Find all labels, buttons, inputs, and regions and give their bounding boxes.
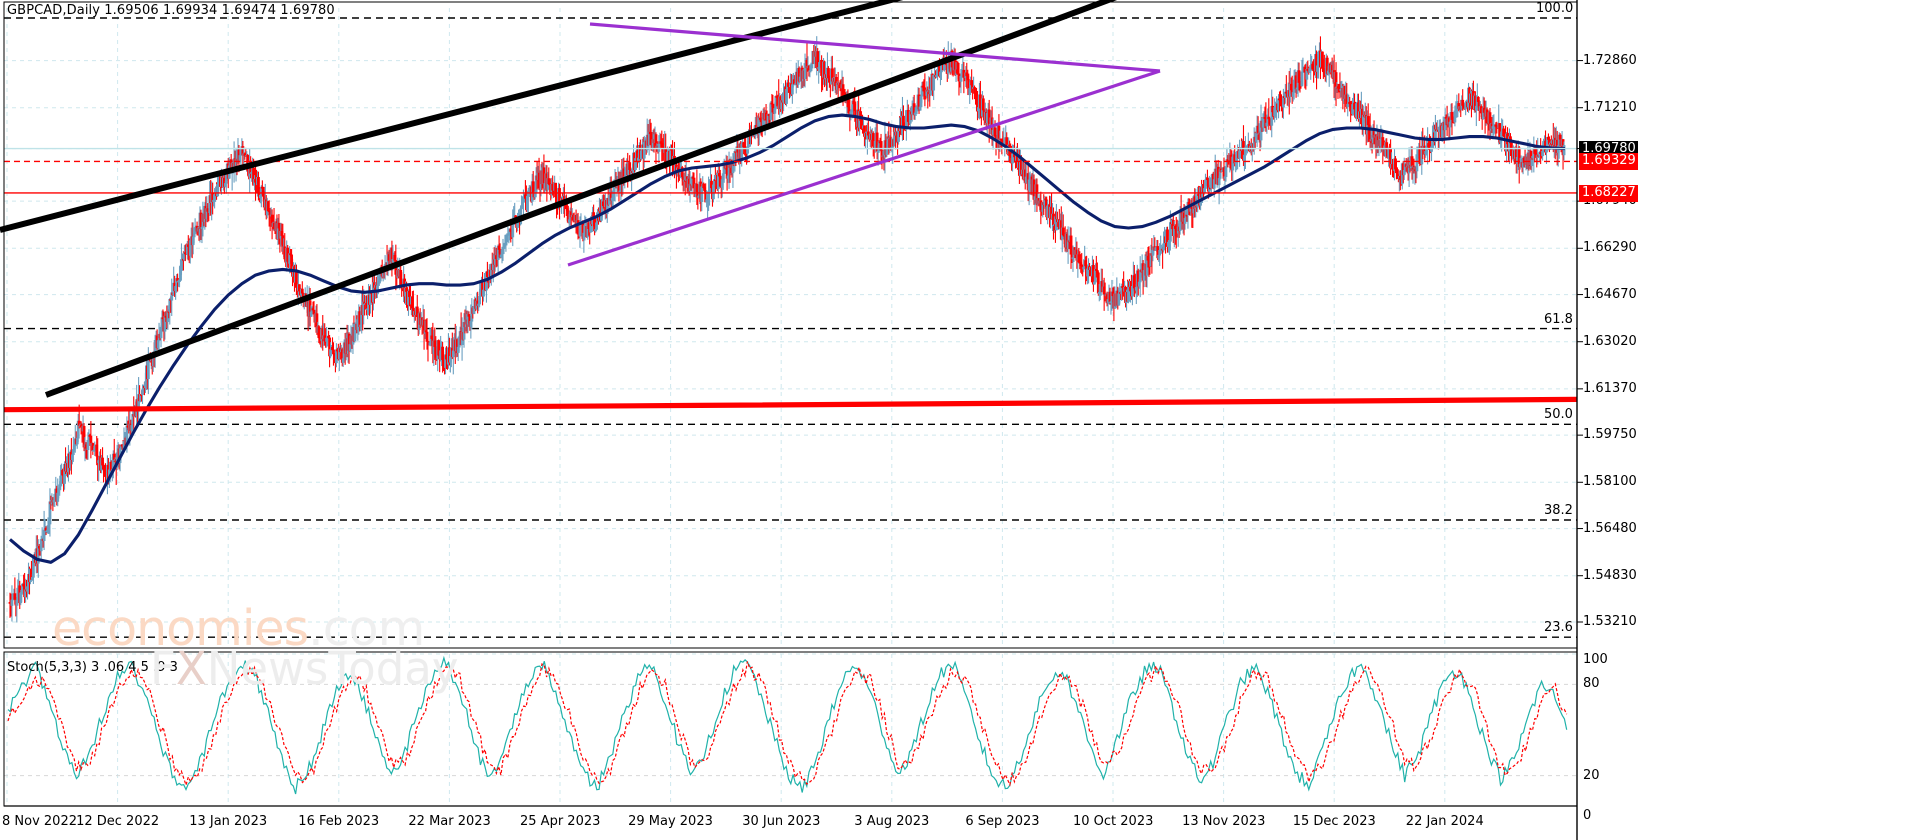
date-axis-label: 29 May 2023 — [628, 814, 713, 829]
date-axis-label: 22 Mar 2023 — [408, 814, 491, 829]
stoch-axis-label: 100 — [1583, 652, 1608, 667]
price-axis-label: 1.56480 — [1583, 520, 1637, 536]
watermark-fx-x: X — [175, 642, 207, 695]
fib-level-label: 50.0 — [1544, 407, 1573, 423]
date-axis-label: 6 Sep 2023 — [965, 814, 1040, 829]
stoch-axis-label: 20 — [1583, 767, 1600, 783]
price-badge-red: 1.68227 — [1579, 184, 1638, 202]
date-axis-label: 30 Jun 2023 — [742, 814, 821, 829]
watermark-fx-rest: NewsToday — [206, 642, 459, 695]
chart-title: GBPCAD,Daily 1.69506 1.69934 1.69474 1.6… — [7, 3, 335, 18]
fib-level-label: 23.6 — [1544, 620, 1573, 636]
price-badge-black: 1.69780 — [1579, 140, 1638, 158]
date-axis-label: 22 Jan 2024 — [1405, 814, 1484, 829]
price-axis-label: 1.66290 — [1583, 240, 1637, 256]
watermark-economies: economies.com — [52, 600, 425, 657]
price-axis-label: 1.71210 — [1583, 99, 1637, 115]
fib-level-label: 38.2 — [1544, 503, 1573, 518]
stoch-axis-label: 0 — [1583, 808, 1592, 823]
date-axis-label: 13 Nov 2023 — [1182, 814, 1266, 829]
watermark-fx-f: F — [150, 642, 176, 695]
date-axis-label: 3 Aug 2023 — [854, 814, 930, 829]
watermark-fxnewstoday: FXNewsToday — [150, 642, 458, 695]
price-axis-label: 1.54830 — [1583, 567, 1637, 583]
price-axis-label: 1.63020 — [1583, 333, 1637, 349]
price-axis-label: 1.61370 — [1583, 380, 1637, 396]
date-axis-label: 16 Feb 2023 — [298, 814, 380, 829]
stoch-axis-label: 80 — [1583, 676, 1600, 692]
price-axis-label: 1.72860 — [1583, 52, 1637, 68]
fib-level-label: 61.8 — [1544, 311, 1573, 327]
date-axis-label: 10 Oct 2023 — [1073, 814, 1154, 829]
date-axis-label: 15 Dec 2023 — [1292, 814, 1376, 829]
price-axis-label: 1.53210 — [1583, 614, 1637, 629]
date-axis-label: 8 Nov 2022 — [2, 814, 77, 829]
date-axis-label: 12 Dec 2022 — [76, 814, 160, 829]
price-axis-label: 1.58100 — [1583, 474, 1637, 490]
price-axis-label: 1.59750 — [1583, 427, 1637, 443]
stochastic-label: Stoch(5,3,3) 3 .06 4 5 .9 3 — [7, 660, 178, 675]
date-axis-label: 25 Apr 2023 — [520, 814, 601, 829]
watermark-economies-text: economies — [52, 600, 309, 657]
watermark-economies-suffix: .com — [308, 600, 425, 657]
price-axis-label: 1.64670 — [1583, 286, 1637, 302]
fib-level-label: 100.0 — [1536, 1, 1574, 16]
date-axis-label: 13 Jan 2023 — [189, 814, 268, 829]
price-badge-red: 1.69329 — [1579, 153, 1638, 171]
